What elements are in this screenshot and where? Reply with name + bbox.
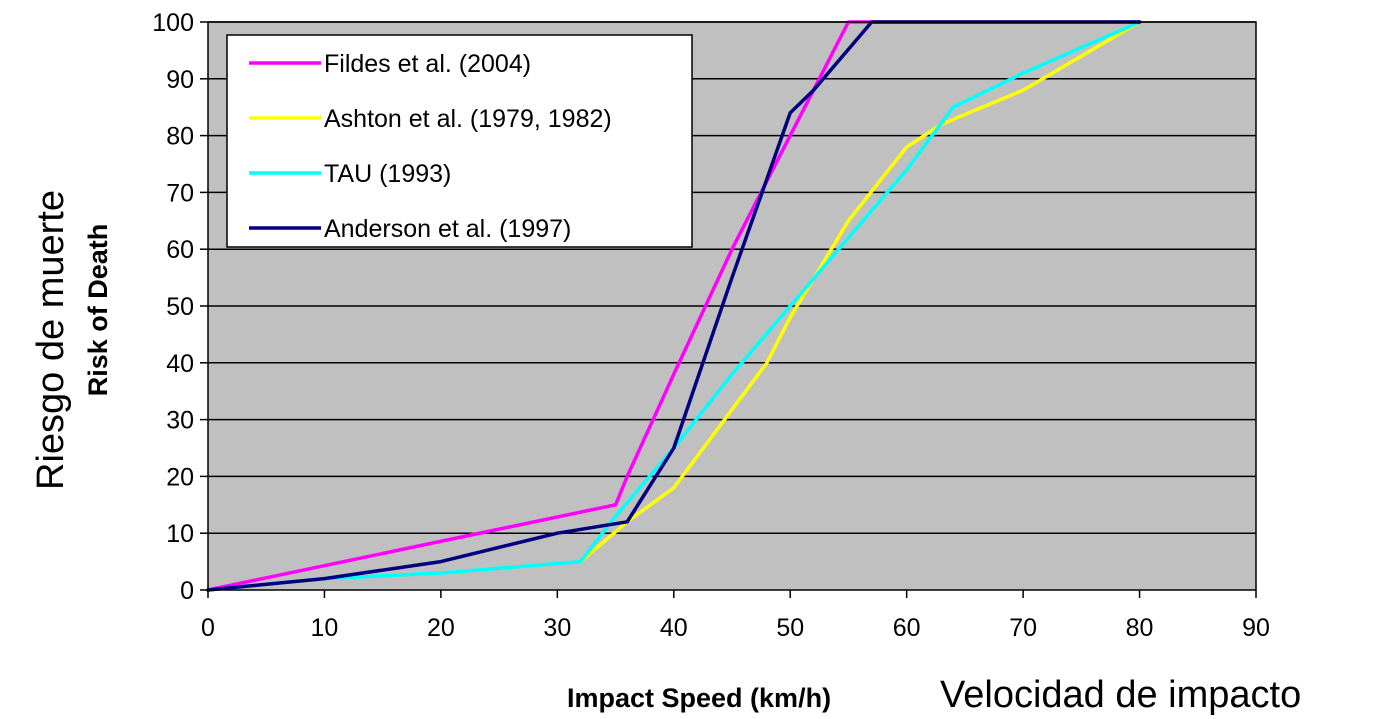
x-tick-label: 60 (893, 614, 921, 642)
x-axis-translation-label: Velocidad de impacto (940, 674, 1301, 716)
y-tick-label: 70 (166, 179, 194, 207)
x-tick-label: 40 (660, 614, 688, 642)
y-tick-label: 100 (152, 9, 194, 37)
y-axis-title: Risk of Death (83, 224, 113, 397)
x-tick-label: 10 (311, 614, 339, 642)
y-tick-label: 0 (180, 577, 194, 605)
series-layer (206, 20, 1142, 592)
x-tick-label: 20 (427, 614, 455, 642)
legend-box (226, 34, 693, 248)
y-tick-label: 30 (166, 407, 194, 435)
series-line-0 (206, 20, 1142, 592)
legend-entry-label: Ashton et al. (1979, 1982) (324, 105, 612, 133)
y-tick-label: 50 (166, 293, 194, 321)
y-tick-label: 60 (166, 236, 194, 264)
x-axis-ticks: 0 10 20 30 40 50 60 70 80 90 (201, 590, 1270, 642)
x-tick-label: 0 (201, 614, 215, 642)
x-tick-label: 80 (1126, 614, 1154, 642)
x-axis-title: Impact Speed (km/h) (567, 683, 831, 713)
y-tick-label: 10 (166, 520, 194, 548)
x-tick-label: 70 (1009, 614, 1037, 642)
y-tick-label: 80 (166, 123, 194, 151)
x-tick-label: 50 (776, 614, 804, 642)
legend-entry-label: Fildes et al. (2004) (324, 50, 531, 78)
y-axis-translation-label: Riesgo de muerte (30, 190, 72, 490)
y-tick-label: 90 (166, 66, 194, 94)
legend: Fildes et al. (2004) Ashton et al. (1979,… (226, 34, 693, 248)
x-tick-label: 30 (543, 614, 571, 642)
series-line-2 (206, 20, 1142, 592)
y-tick-label: 20 (166, 463, 194, 491)
y-tick-label: 40 (166, 350, 194, 378)
x-tick-label: 90 (1242, 614, 1270, 642)
legend-entry-label: Anderson et al. (1997) (324, 215, 571, 243)
legend-entry-label: TAU (1993) (324, 160, 451, 188)
series-line-3 (206, 20, 1142, 592)
y-axis-ticks: 0 10 20 30 40 50 60 70 80 90 100 (152, 9, 208, 605)
series-line-1 (578, 20, 1142, 564)
